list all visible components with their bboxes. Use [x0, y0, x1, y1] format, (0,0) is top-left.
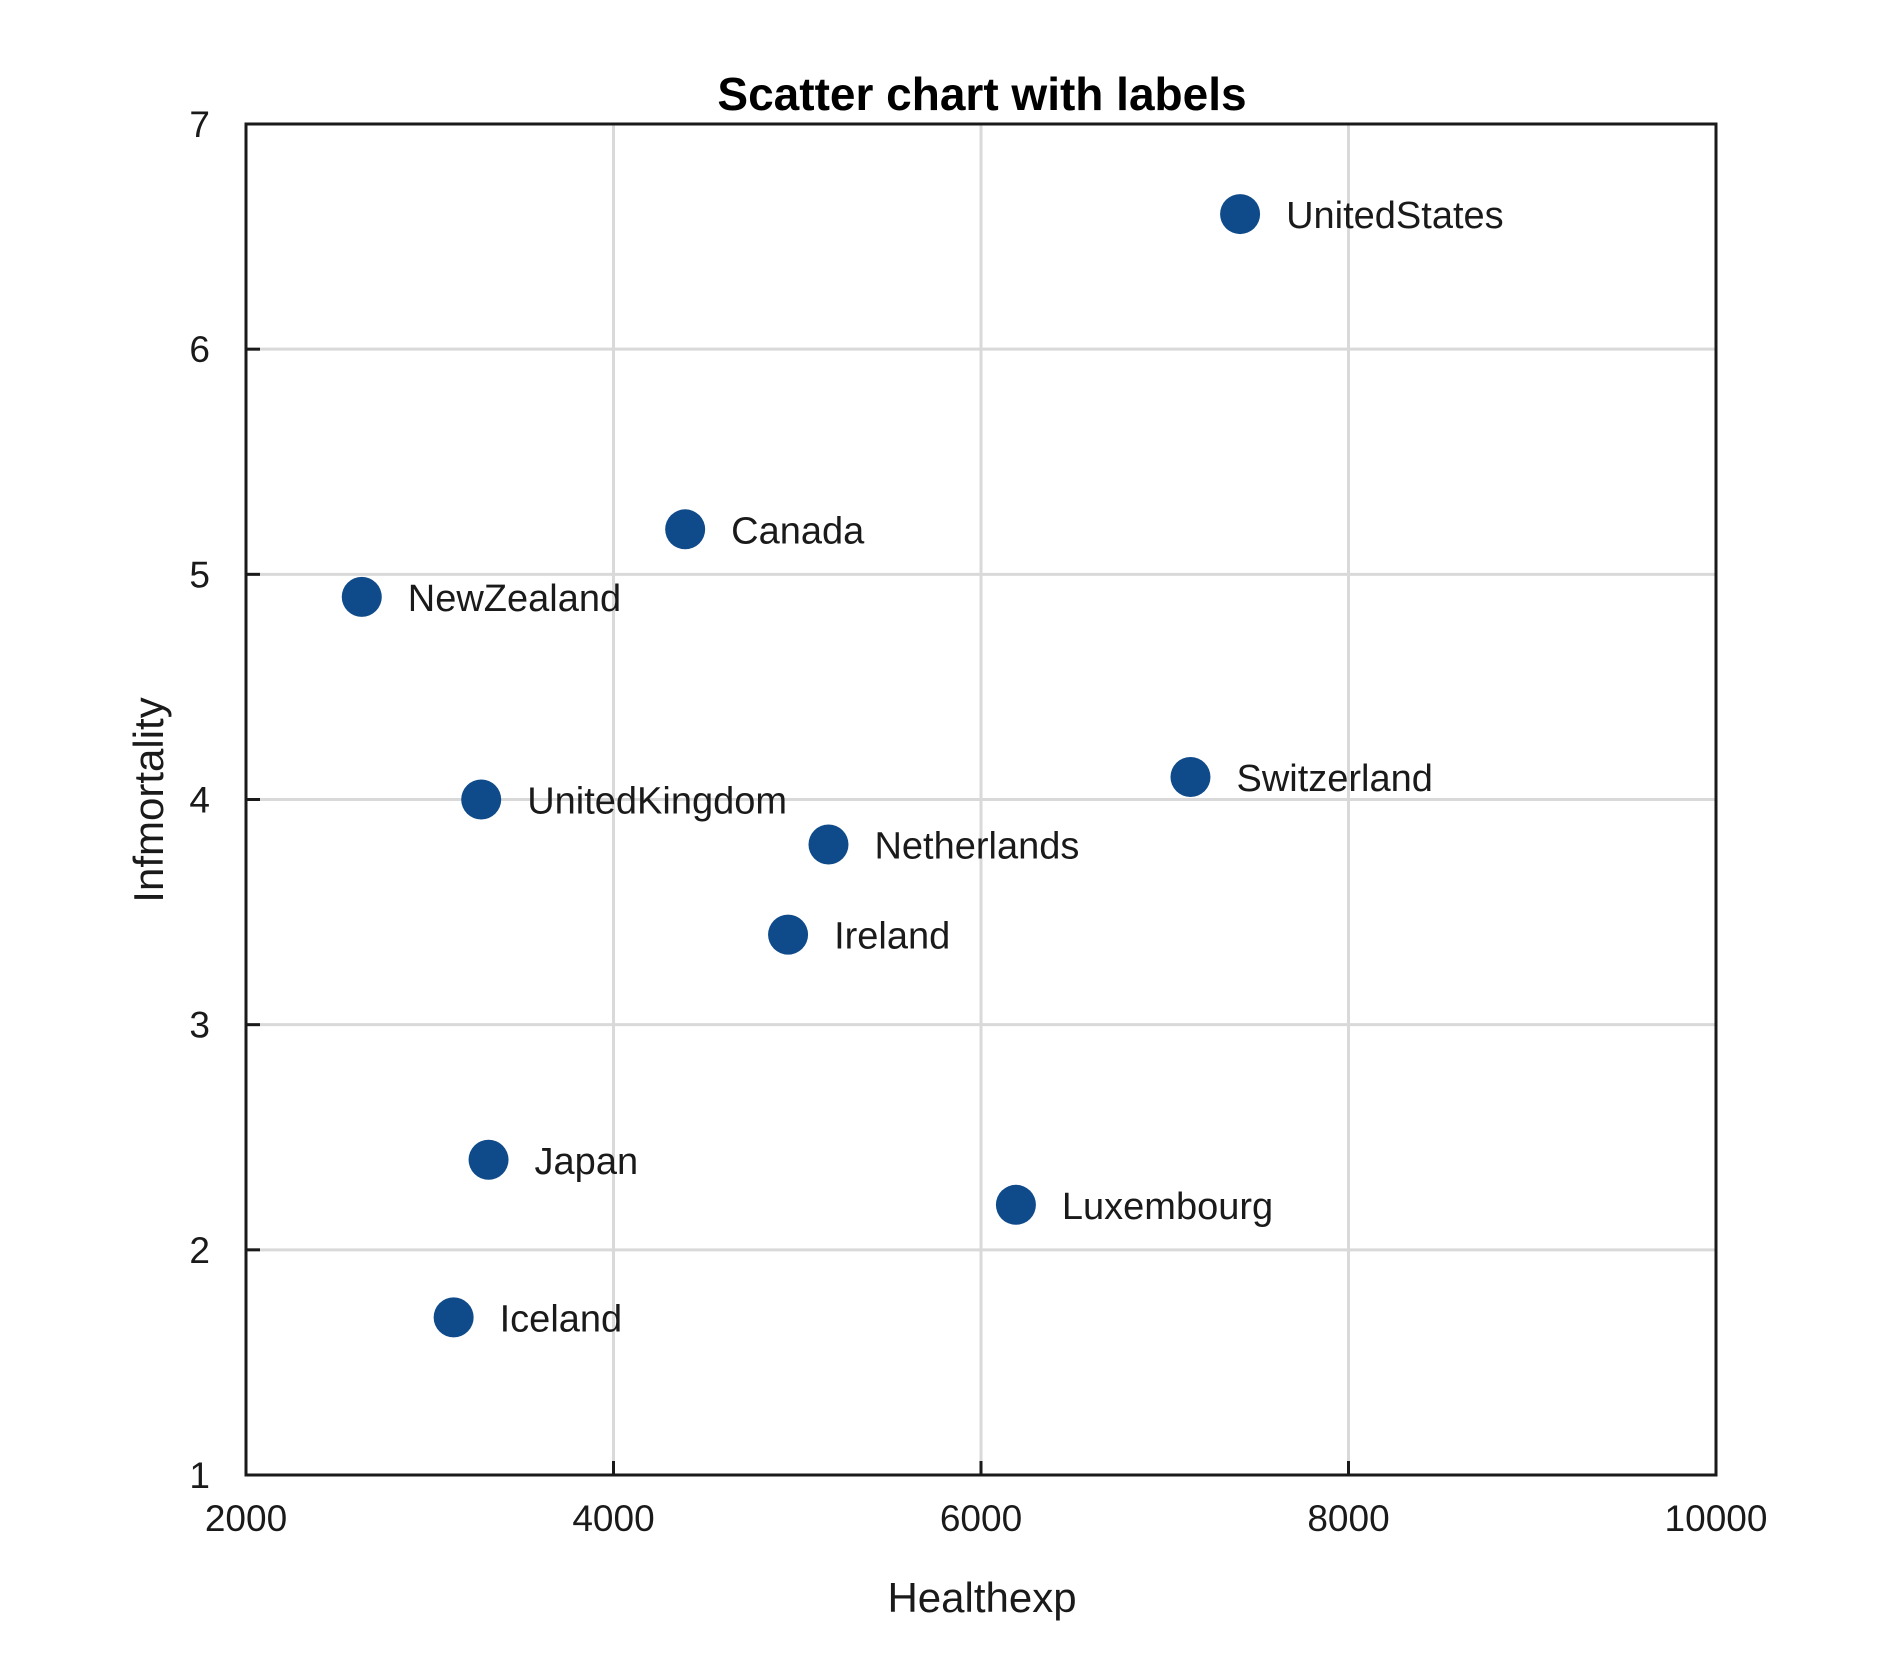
data-label: Canada [731, 510, 865, 552]
data-point [468, 1139, 509, 1180]
data-point [461, 779, 502, 820]
y-tick-label: 3 [189, 1005, 210, 1046]
y-tick-label: 7 [189, 104, 210, 145]
x-tick-label: 8000 [1307, 1498, 1389, 1539]
x-axis-label: Healthexp [887, 1574, 1076, 1621]
data-point [768, 914, 809, 955]
data-points [341, 194, 1261, 1338]
data-label: Switzerland [1236, 758, 1432, 800]
x-tick-label: 10000 [1665, 1498, 1768, 1539]
data-label: Luxembourg [1062, 1186, 1273, 1228]
data-point [341, 576, 382, 617]
data-label: UnitedKingdom [527, 781, 787, 823]
data-point [433, 1297, 474, 1338]
y-tick-label: 4 [189, 780, 210, 821]
x-tick-label: 4000 [572, 1498, 654, 1539]
y-tick-label: 1 [189, 1455, 210, 1496]
chart-title: Scatter chart with labels [717, 68, 1246, 120]
data-label: Japan [535, 1141, 639, 1183]
y-tick-label: 2 [189, 1230, 210, 1271]
x-tick-label: 2000 [205, 1498, 287, 1539]
x-tick-label: 6000 [940, 1498, 1022, 1539]
y-axis-label: Infmortality [125, 697, 172, 902]
data-point [665, 509, 706, 550]
data-label: Iceland [500, 1298, 623, 1340]
data-label: UnitedStates [1286, 195, 1504, 237]
data-label: Ireland [834, 916, 950, 958]
data-point [995, 1184, 1036, 1225]
point-labels: UnitedStates Canada NewZealand Switzerland U… [408, 195, 1504, 1340]
data-point [1170, 756, 1211, 797]
data-label: NewZealand [408, 578, 621, 620]
y-tick-label: 5 [189, 554, 210, 595]
data-point [1220, 194, 1261, 235]
axes: 2000 4000 6000 8000 10000 1 2 3 4 5 6 7 [189, 104, 1767, 1539]
data-label: Netherlands [874, 826, 1079, 868]
y-tick-label: 6 [189, 329, 210, 370]
data-point [808, 824, 849, 865]
